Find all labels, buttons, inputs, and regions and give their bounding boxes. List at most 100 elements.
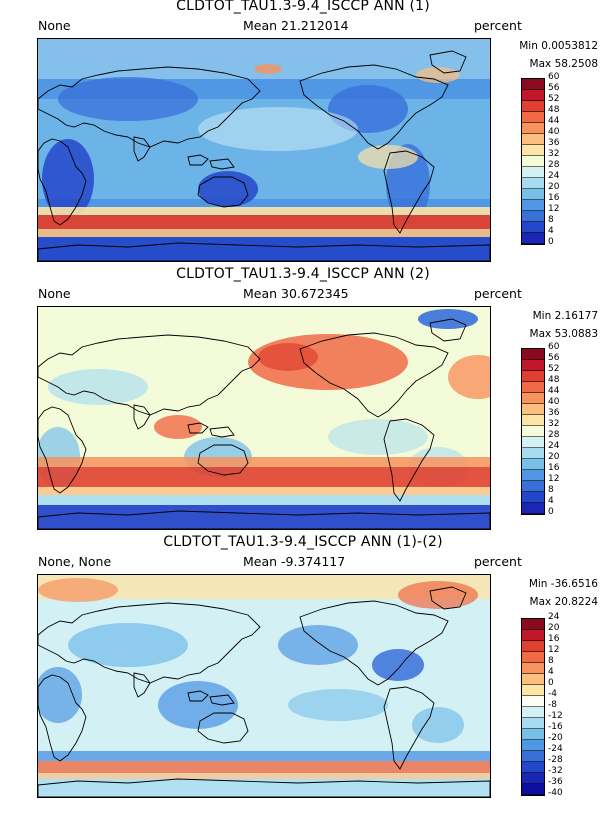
colorbar-tick-label: 60: [548, 72, 560, 82]
colorbar-tick-label: 56: [548, 83, 560, 93]
colorbar: [521, 618, 545, 796]
colorbar-tick-label: 24: [548, 441, 560, 451]
colorbar-segment: [522, 652, 544, 663]
colorbar-segment: [522, 459, 544, 470]
field-patch: [448, 355, 490, 399]
colorbar-segment: [522, 619, 544, 630]
coastline: [197, 444, 249, 476]
colorbar-segment: [522, 200, 544, 211]
colorbar: [521, 78, 545, 245]
coastline: [299, 64, 449, 150]
panel-1: CLDTOT_TAU1.3-9.4_ISCCP ANN (1) None Mea…: [0, 0, 606, 270]
max-label: Max 20.8224: [529, 596, 598, 608]
field-band: [38, 773, 490, 779]
field-band: [38, 215, 490, 229]
colorbar-segment: [522, 630, 544, 641]
colorbar-segment: [522, 222, 544, 233]
colorbar-tick-label: 40: [548, 397, 560, 407]
colorbar-tick-label: 4: [548, 496, 554, 506]
coastline: [38, 242, 490, 261]
colorbar-tick-label: -4: [548, 689, 557, 699]
colorbar-segment: [522, 503, 544, 514]
colorbar-segment: [522, 492, 544, 503]
field-patch: [198, 171, 258, 207]
map-field: [38, 307, 490, 529]
field-band: [38, 467, 490, 487]
coastline: [209, 694, 235, 706]
coastline: [197, 176, 249, 208]
colorbar-segment: [522, 674, 544, 685]
coastline: [38, 674, 87, 762]
colorbar-tick-label: 4: [548, 667, 554, 677]
colorbar-segment: [522, 360, 544, 371]
colorbar-tick-label: -40: [548, 788, 563, 798]
colorbar-tick-label: 0: [548, 678, 554, 688]
max-label: Max 58.2508: [529, 58, 598, 70]
colorbar-segment: [522, 134, 544, 145]
units-label: percent: [474, 554, 522, 569]
colorbar-segment: [522, 481, 544, 492]
colorbar-segment: [522, 641, 544, 652]
coastline: [383, 418, 435, 502]
coastline: [187, 422, 209, 434]
coastline: [133, 404, 151, 430]
colorbar-tick-label: 12: [548, 204, 560, 214]
colorbar-segment: [522, 685, 544, 696]
field-patch: [328, 419, 428, 455]
mean-label: Mean 21.212014: [243, 18, 349, 33]
field-patch: [398, 581, 478, 609]
coastline: [429, 586, 467, 610]
colorbar-tick-label: 44: [548, 386, 560, 396]
coastline: [209, 158, 235, 170]
field-band: [38, 495, 490, 505]
field-band: [38, 487, 490, 495]
colorbar-tick-label: 24: [548, 612, 560, 622]
colorbar-segment: [522, 773, 544, 784]
colorbar-tick-label: 24: [548, 171, 560, 181]
colorbar-tick-label: 48: [548, 105, 560, 115]
colorbar-segment: [522, 349, 544, 360]
coastline: [383, 686, 435, 770]
coastline: [38, 510, 490, 529]
field-patch: [416, 67, 460, 83]
colorbar-tick-label: 20: [548, 623, 560, 633]
colorbar-segment: [522, 740, 544, 751]
colorbar-tick-label: 36: [548, 138, 560, 148]
colorbar-tick-label: 28: [548, 430, 560, 440]
min-label: Min 0.0053812: [519, 40, 598, 52]
colorbar-tick-label: -36: [548, 777, 563, 787]
left-label: None: [38, 18, 71, 33]
colorbar-tick-label: 32: [548, 149, 560, 159]
panel-title: CLDTOT_TAU1.3-9.4_ISCCP ANN (1): [176, 0, 430, 14]
colorbar-segment: [522, 112, 544, 123]
field-patch: [38, 578, 118, 602]
coastline: [38, 334, 261, 416]
coastline: [133, 672, 151, 698]
field-patch: [358, 145, 418, 169]
coastline: [38, 602, 261, 684]
colorbar-tick-label: 8: [548, 215, 554, 225]
colorbar-segment: [522, 156, 544, 167]
colorbar-tick-label: -20: [548, 733, 563, 743]
colorbar-tick-label: 52: [548, 94, 560, 104]
colorbar-segment: [522, 167, 544, 178]
field-patch: [258, 343, 318, 371]
field-band: [38, 751, 490, 761]
field-patch: [372, 649, 424, 681]
colorbar-segment: [522, 382, 544, 393]
colorbar-tick-label: 48: [548, 375, 560, 385]
colorbar: [521, 348, 545, 515]
field-patch: [278, 625, 358, 665]
colorbar-tick-label: 20: [548, 452, 560, 462]
left-label: None, None: [38, 554, 112, 569]
colorbar-tick-label: 8: [548, 656, 554, 666]
left-label: None: [38, 286, 71, 301]
coastline: [187, 690, 209, 702]
panel-3: CLDTOT_TAU1.3-9.4_ISCCP ANN (1)-(2) None…: [0, 534, 606, 806]
colorbar-tick-label: 20: [548, 182, 560, 192]
colorbar-tick-label: 8: [548, 485, 554, 495]
colorbar-segment: [522, 415, 544, 426]
field-band: [38, 779, 490, 797]
colorbar-tick-label: 28: [548, 160, 560, 170]
colorbar-tick-label: 16: [548, 634, 560, 644]
